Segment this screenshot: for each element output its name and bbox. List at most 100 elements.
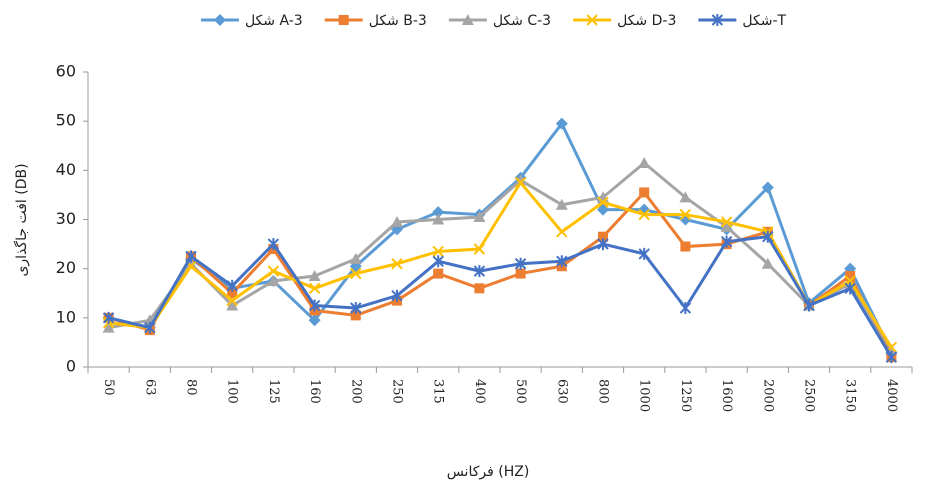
legend-label: شکل A-3	[245, 13, 303, 29]
legend-label: شکل C-3	[493, 13, 551, 29]
x-tick-label: 315	[431, 379, 446, 404]
marker	[639, 187, 650, 198]
marker	[432, 206, 445, 219]
marker	[226, 279, 238, 292]
marker	[556, 255, 568, 268]
marker	[432, 245, 444, 258]
marker	[555, 198, 568, 210]
series-line	[108, 120, 893, 353]
marker	[679, 302, 692, 314]
marker	[350, 302, 362, 314]
marker	[679, 208, 692, 221]
marker	[473, 211, 486, 223]
legend: شکل A-3 شکل B-3 شکل C-3 شکل D-3 شکل-T	[200, 13, 786, 29]
marker	[267, 274, 280, 286]
x-tick-label: 63	[142, 379, 157, 396]
x-tick-label: 800	[596, 379, 611, 404]
y-tick-label: 20	[56, 258, 76, 277]
x-tick-label: 50	[101, 379, 116, 396]
legend-item: شکل A-3	[200, 13, 303, 29]
marker	[711, 14, 724, 26]
marker	[473, 265, 486, 278]
marker	[474, 283, 485, 294]
legend-item: شکل-T	[698, 13, 786, 29]
marker	[433, 268, 444, 279]
marker	[338, 15, 349, 25]
series-line	[108, 235, 893, 358]
marker	[720, 220, 733, 232]
marker	[432, 213, 445, 225]
legend-label: شکل B-3	[369, 13, 427, 29]
x-tick-label: 400	[472, 379, 487, 404]
legend-item: شکل D-3	[573, 13, 676, 29]
series-line	[108, 190, 893, 358]
x-tick-label: 100	[225, 379, 240, 404]
marker	[679, 191, 692, 203]
marker	[185, 257, 197, 269]
marker	[349, 252, 362, 264]
x-tick-label: 250	[390, 379, 405, 404]
marker	[803, 299, 815, 312]
marker	[555, 117, 568, 130]
y-tick-label: 40	[56, 160, 76, 179]
marker	[461, 14, 474, 25]
x-tick-label: 1600	[719, 379, 734, 412]
marker	[514, 257, 527, 270]
marker	[586, 14, 598, 26]
x-tick-label: 2000	[760, 379, 775, 412]
marker	[597, 238, 609, 251]
marker	[432, 255, 444, 268]
marker	[267, 238, 280, 251]
marker	[391, 215, 403, 227]
marker	[597, 196, 609, 208]
x-tick-label: 200	[348, 379, 363, 404]
marker	[350, 267, 362, 280]
marker	[761, 257, 774, 269]
marker	[213, 14, 226, 26]
marker	[844, 282, 856, 295]
x-tick-label: 3150	[843, 379, 858, 412]
marker	[720, 216, 733, 228]
marker	[308, 270, 321, 282]
marker	[226, 299, 239, 311]
x-tick-label: 1250	[678, 379, 693, 412]
x-tick-label: 125	[266, 379, 281, 404]
legend-item: شکل B-3	[324, 13, 427, 29]
marker	[308, 314, 321, 327]
marker	[720, 235, 733, 248]
marker	[308, 282, 321, 295]
marker	[350, 310, 361, 321]
y-tick-label: 10	[56, 307, 76, 326]
marker	[885, 351, 898, 364]
marker	[102, 311, 115, 324]
marker	[267, 265, 280, 277]
marker	[762, 230, 774, 243]
marker	[473, 243, 486, 255]
marker	[185, 250, 197, 263]
marker	[391, 289, 403, 302]
series-line	[108, 180, 893, 349]
x-tick-label: 4000	[884, 379, 899, 412]
x-tick-label: 80	[184, 379, 199, 396]
marker	[308, 299, 321, 312]
marker	[226, 294, 238, 307]
marker	[391, 258, 403, 270]
y-tick-label: 30	[56, 209, 76, 228]
marker	[638, 208, 650, 221]
legend-label: شکل D-3	[617, 13, 676, 29]
y-tick-label: 0	[66, 357, 76, 376]
marker	[598, 231, 608, 242]
marker	[845, 271, 856, 282]
x-tick-label: 500	[513, 379, 528, 404]
marker	[638, 247, 650, 260]
x-tick-label: 2500	[802, 379, 817, 412]
marker	[514, 176, 527, 189]
marker	[515, 268, 526, 279]
marker	[556, 226, 568, 238]
marker	[227, 288, 238, 299]
marker	[514, 174, 527, 186]
x-axis-title: فرکانس (HZ)	[447, 464, 530, 480]
marker	[638, 156, 651, 168]
x-tick-label: 160	[307, 379, 322, 404]
x-tick-label: 630	[554, 379, 569, 404]
